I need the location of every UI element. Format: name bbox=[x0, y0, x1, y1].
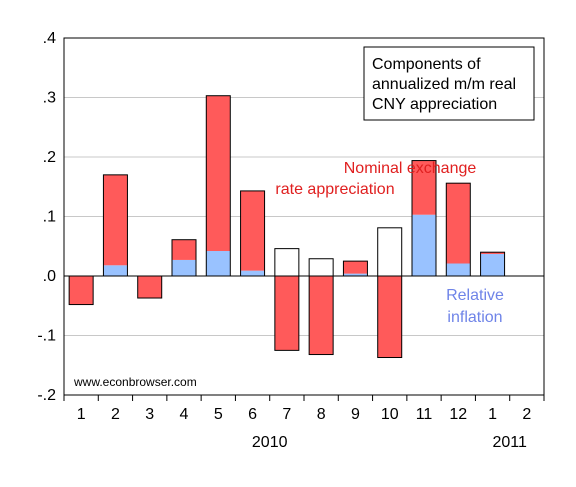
bar-relative-inflation bbox=[446, 263, 471, 276]
bar-nominal-appreciation bbox=[446, 183, 471, 264]
bar-nominal-appreciation bbox=[480, 252, 505, 254]
x-tick-label: 5 bbox=[214, 406, 223, 423]
legend-frame bbox=[363, 46, 535, 121]
legend-line: CNY appreciation bbox=[372, 96, 497, 113]
bar-relative-inflation bbox=[206, 251, 231, 276]
y-tick-label: .0 bbox=[43, 268, 56, 285]
x-tick-label: 12 bbox=[449, 406, 467, 423]
bar-nominal-appreciation bbox=[412, 160, 436, 215]
x-tick-label: 1 bbox=[488, 406, 497, 423]
x-tick-label: 2 bbox=[522, 406, 531, 423]
y-tick-label: -.2 bbox=[37, 387, 56, 404]
year-label: 2010 bbox=[252, 434, 288, 451]
y-tick-label: .1 bbox=[43, 209, 56, 226]
series-label-inflation: inflation bbox=[447, 309, 502, 326]
bar-nominal-appreciation bbox=[274, 276, 299, 351]
bar-nominal-appreciation bbox=[240, 190, 265, 271]
bar-nominal-appreciation bbox=[137, 276, 162, 299]
bar-relative-inflation bbox=[103, 265, 128, 276]
x-tick-label: 4 bbox=[180, 406, 189, 423]
bar-relative-inflation bbox=[480, 253, 505, 276]
bar-nominal-appreciation bbox=[69, 276, 94, 305]
bar-outline bbox=[274, 248, 300, 351]
bar-outline bbox=[308, 258, 334, 356]
bar-nominal-appreciation bbox=[172, 239, 196, 260]
series-label-nominal: rate appreciation bbox=[275, 181, 394, 198]
legend-line: Components of bbox=[372, 56, 481, 73]
bar-relative-inflation bbox=[343, 273, 368, 276]
bar-relative-inflation bbox=[172, 259, 196, 276]
bar-relative-inflation bbox=[412, 214, 436, 276]
x-tick-label: 8 bbox=[317, 406, 326, 423]
y-tick-label: -.1 bbox=[37, 328, 56, 345]
bar-nominal-appreciation bbox=[206, 95, 231, 252]
gridlines bbox=[64, 97, 544, 336]
y-tick-label: .2 bbox=[43, 149, 56, 166]
bar-relative-inflation bbox=[240, 270, 265, 276]
bar-nominal-appreciation bbox=[377, 276, 402, 358]
x-tick-label: 9 bbox=[351, 406, 360, 423]
bar-outline bbox=[377, 227, 403, 359]
bars bbox=[68, 95, 506, 359]
x-tick-label: 2 bbox=[111, 406, 120, 423]
legend-line: annualized m/m real bbox=[372, 76, 516, 93]
x-tick-label: 3 bbox=[145, 406, 154, 423]
bar-nominal-appreciation bbox=[343, 261, 368, 274]
series-label-nominal: Nominal exchange bbox=[344, 160, 477, 177]
source-credit: www.econbrowser.com bbox=[73, 375, 197, 389]
year-label: 2011 bbox=[493, 434, 528, 451]
x-tick-label: 1 bbox=[77, 406, 86, 423]
x-tick-label: 7 bbox=[282, 406, 291, 423]
y-tick-label: .3 bbox=[43, 90, 56, 107]
x-tick-label: 6 bbox=[248, 406, 257, 423]
x-tick-label: 11 bbox=[416, 406, 433, 423]
legend-box: Components of annualized m/m real CNY ap… bbox=[363, 46, 535, 121]
bar-nominal-appreciation bbox=[103, 174, 128, 266]
x-tick-label: 10 bbox=[381, 406, 399, 423]
y-tick-label: .4 bbox=[43, 30, 56, 47]
series-label-inflation: Relative bbox=[446, 287, 504, 304]
bar-nominal-appreciation bbox=[309, 276, 334, 355]
